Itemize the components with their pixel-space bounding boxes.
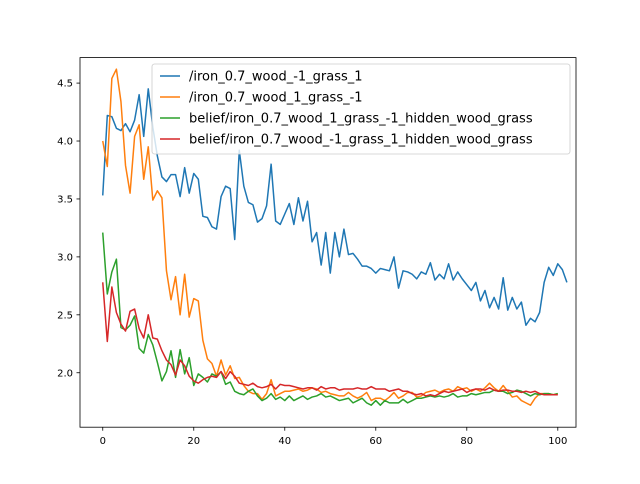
- y-tick-label: 2.5: [57, 310, 73, 321]
- x-tick-label: 60: [369, 436, 382, 447]
- x-tick-label: 40: [278, 436, 291, 447]
- y-tick-label: 3.5: [57, 195, 73, 206]
- x-tick-label: 20: [187, 436, 200, 447]
- legend-label-0: /iron_0.7_wood_-1_grass_1: [189, 70, 363, 85]
- y-tick-label: 3.0: [57, 252, 73, 263]
- legend: /iron_0.7_wood_-1_grass_1/iron_0.7_wood_…: [151, 63, 571, 155]
- x-axis: 0 20 40 60 80 100: [100, 427, 567, 447]
- series-line-0: [102, 88, 568, 326]
- legend-label-3: belief/iron_0.7_wood_-1_grass_1_hidden_w…: [189, 133, 533, 148]
- plot-frame: [79, 57, 577, 428]
- y-axis: 2.0 2.5 3.0 3.5 4.0 4.5: [57, 79, 80, 379]
- legend-label-2: belief/iron_0.7_wood_1_grass_-1_hidden_w…: [189, 112, 533, 127]
- series-line-3: [102, 282, 558, 397]
- legend-box: [151, 63, 571, 155]
- x-tick-label: 80: [460, 436, 473, 447]
- y-tick-label: 4.0: [57, 137, 73, 148]
- y-tick-label: 2.0: [57, 368, 73, 379]
- plot-lines: [102, 68, 568, 406]
- legend-label-1: /iron_0.7_wood_1_grass_-1: [189, 91, 363, 106]
- x-tick-label: 0: [100, 436, 106, 447]
- x-tick-label: 100: [548, 436, 567, 447]
- series-line-2: [102, 232, 558, 406]
- y-tick-label: 4.5: [57, 79, 73, 90]
